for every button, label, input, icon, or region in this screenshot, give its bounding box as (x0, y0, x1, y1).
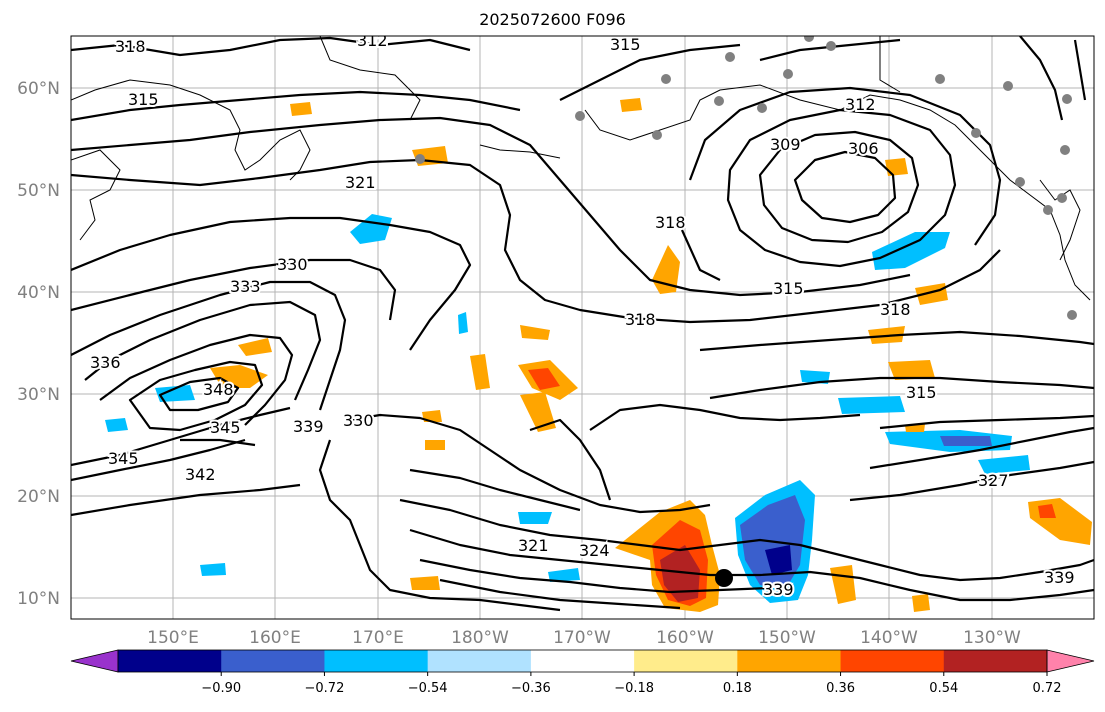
colorbar-tick-label: −0.72 (305, 681, 345, 696)
contour-label: 312 (845, 95, 876, 114)
contour-label: 342 (185, 465, 216, 484)
colorbar-segment (118, 650, 222, 672)
contour-label: 315 (128, 90, 159, 109)
contour-label: 330 (277, 255, 308, 274)
map-border (70, 35, 1095, 620)
colorbar-segment (737, 650, 842, 672)
colorbar-tick-label: 0.54 (929, 681, 958, 696)
contour-label: 315 (773, 279, 804, 298)
colorbar-border (117, 649, 1048, 673)
longitude-labels: 150°E 160°E 170°E 180°W 170°W 160°W 150°… (147, 628, 1021, 648)
contour-label-group: 318 312 315 315 312 309 306 321 318 318 … (88, 31, 1077, 601)
contour-label: 339 (293, 417, 324, 436)
contour-label: 312 (357, 31, 388, 50)
contour-label: 318 (625, 310, 656, 329)
colorbar-tick-label: −0.36 (511, 681, 551, 696)
contour-label: 321 (518, 536, 549, 555)
contour-label: 318 (880, 300, 911, 319)
lon-label: 150°E (147, 628, 199, 648)
contour-label: 333 (230, 277, 261, 296)
colorbar-segment (943, 650, 1048, 672)
colorbar-segment (221, 650, 325, 672)
colorbar-segment (530, 650, 635, 672)
lon-label: 150°W (758, 628, 816, 648)
contour-label: 315 (906, 383, 937, 402)
contour-label: 324 (579, 541, 610, 560)
lon-label: 170°W (553, 628, 611, 648)
lat-label: 50°N (17, 181, 60, 201)
colorbar-extend-high (1046, 649, 1095, 673)
lon-label: 160°E (249, 628, 301, 648)
latitude-labels: 10°N 20°N 30°N 40°N 50°N 60°N (17, 79, 60, 609)
contour-label: 336 (90, 353, 121, 372)
colorbar-tick-label: 0.72 (1033, 681, 1062, 696)
lat-label: 40°N (17, 283, 60, 303)
contour-label: 345 (108, 449, 139, 468)
station-markers (415, 36, 1077, 320)
colorbar-segment (634, 650, 738, 672)
coastlines (71, 36, 1091, 301)
colorbar-tick-label: −0.90 (201, 681, 241, 696)
lat-label: 10°N (17, 589, 60, 609)
colorbar-segment (840, 650, 945, 672)
contour-label: 339 (1044, 568, 1075, 587)
colorbar-tick-label: −0.18 (614, 681, 654, 696)
lon-label: 180°W (451, 628, 509, 648)
contour-label: 318 (655, 213, 686, 232)
colorbar-tick-label: −0.54 (408, 681, 448, 696)
lat-label: 20°N (17, 487, 60, 507)
colorbar-extend-low (70, 649, 119, 673)
storm-center-marker (715, 569, 733, 587)
colorbar-tick-label: 0.36 (826, 681, 855, 696)
colorbar-segment (324, 650, 429, 672)
lon-label: 130°W (963, 628, 1021, 648)
lon-label: 170°E (352, 628, 404, 648)
lon-label: 160°W (656, 628, 714, 648)
contour-label: 315 (610, 35, 641, 54)
contour-label: 348 (203, 380, 234, 399)
contour-lines (71, 36, 1094, 612)
contour-label: 339 (763, 580, 794, 599)
contour-label: 330 (343, 411, 374, 430)
contour-label: 306 (848, 139, 879, 158)
lat-label: 30°N (17, 385, 60, 405)
contour-label: 321 (345, 173, 376, 192)
colorbar-tick-label: 0.18 (723, 681, 752, 696)
contour-label: 318 (115, 37, 146, 56)
colorbar: −0.90 −0.72 −0.54 −0.36 −0.18 0.18 0.36 0.54 0.7… (70, 649, 1095, 696)
lon-label: 140°W (860, 628, 918, 648)
colorbar-segment (427, 650, 532, 672)
map-title: 2025072600 F096 (479, 10, 626, 29)
contour-label: 309 (770, 135, 801, 154)
contour-label: 327 (978, 471, 1009, 490)
lat-label: 60°N (17, 79, 60, 99)
contour-label: 345 (210, 418, 241, 437)
